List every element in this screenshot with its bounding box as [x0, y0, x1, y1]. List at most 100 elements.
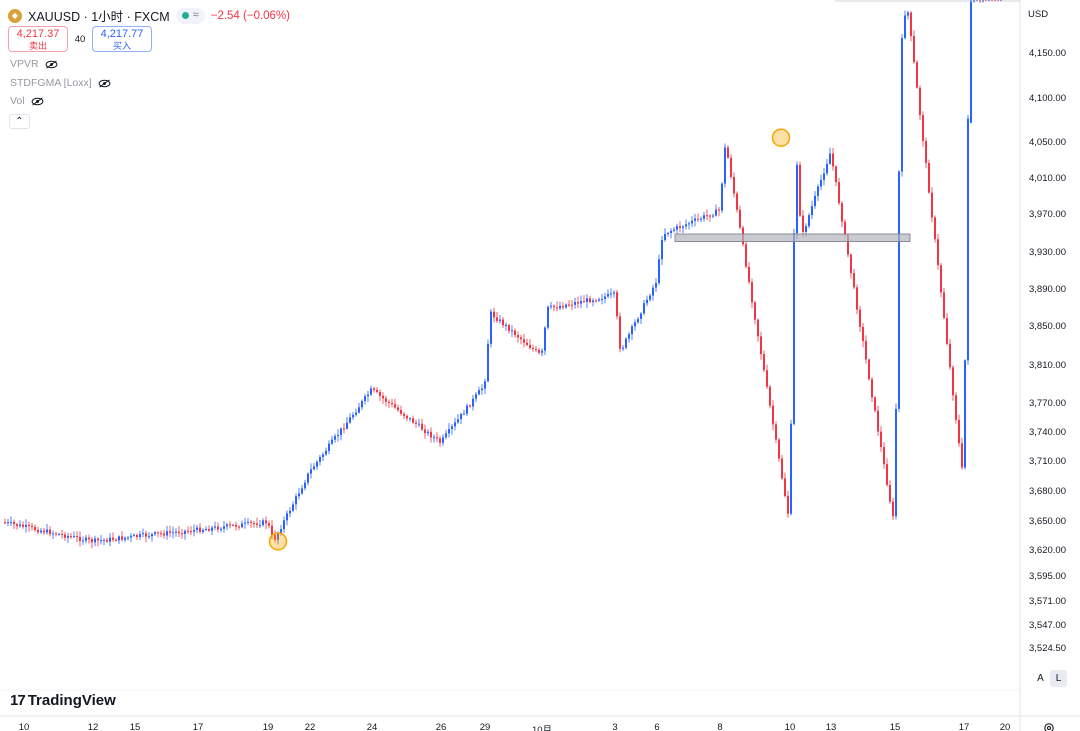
tradingview-logo[interactable]: 17 TradingView — [10, 692, 116, 709]
candle — [259, 520, 261, 529]
candle-body — [337, 435, 339, 437]
candle — [244, 517, 246, 529]
candle-body — [490, 311, 492, 344]
candle-body — [238, 526, 240, 528]
candle — [598, 297, 600, 303]
candle — [868, 358, 870, 381]
candle-body — [130, 535, 132, 538]
candle-body — [667, 233, 669, 235]
candle — [577, 296, 579, 309]
candle-body — [331, 439, 333, 444]
price-tick-label: 3,770.00 — [1029, 398, 1066, 409]
time-tick-label: 10 — [18, 722, 30, 731]
candle-body — [877, 410, 879, 432]
candle — [127, 536, 129, 541]
candle-body — [616, 292, 618, 317]
candle — [655, 278, 657, 293]
candle — [58, 532, 60, 536]
candle-body — [892, 501, 894, 517]
sell-button[interactable]: 4,217.37 卖出 — [8, 26, 68, 52]
candle-body — [328, 443, 330, 451]
candle-body — [760, 336, 762, 355]
trade-panel: 4,217.37 卖出 40 4,217.77 买入 — [8, 26, 152, 52]
candle — [145, 530, 147, 543]
candle-body — [415, 422, 417, 424]
candle-body — [793, 233, 795, 424]
eye-hidden-icon[interactable] — [45, 59, 58, 69]
candle — [862, 322, 864, 348]
indicator-vol[interactable]: Vol — [10, 95, 44, 107]
candle-body — [520, 337, 522, 340]
candle — [166, 525, 168, 540]
settings-gear-icon[interactable] — [1043, 722, 1055, 731]
candle — [778, 437, 780, 462]
candle-body — [340, 428, 342, 436]
candle — [781, 454, 783, 481]
market-open-dot-icon — [181, 12, 189, 19]
eye-hidden-icon[interactable] — [98, 78, 111, 88]
candle — [397, 404, 399, 413]
candle — [253, 520, 255, 528]
time-tick-label: 10 — [784, 722, 796, 731]
indicator-vpvr[interactable]: VPVR — [10, 58, 58, 70]
candle — [652, 284, 654, 301]
candle-body — [178, 531, 180, 534]
candle — [262, 518, 264, 527]
price-tick-label: 4,050.00 — [1029, 137, 1066, 148]
candle-body — [13, 521, 15, 525]
candle — [592, 298, 594, 307]
candle-body — [325, 450, 327, 455]
candle — [673, 227, 675, 233]
candle — [454, 417, 456, 431]
candle — [472, 394, 474, 411]
candle — [400, 405, 402, 416]
symbol-title[interactable]: XAUUSD · 1小时 · FXCM — [28, 10, 170, 24]
candle-body — [292, 504, 294, 511]
log-scale-button[interactable]: L — [1050, 670, 1067, 687]
time-tick-label: 17 — [958, 722, 970, 731]
candle — [424, 424, 426, 439]
candle-body — [514, 330, 516, 336]
candle-body — [880, 431, 882, 448]
candle — [115, 538, 117, 542]
candle — [139, 530, 141, 541]
candle-body — [832, 153, 834, 167]
indicator-stdfgma[interactable]: STDFGMA [Loxx] — [10, 77, 111, 89]
eye-hidden-icon[interactable] — [31, 96, 44, 106]
candle — [190, 526, 192, 536]
candle — [625, 337, 627, 350]
candle-body — [694, 218, 696, 221]
price-tick-label: 4,010.00 — [1029, 173, 1066, 184]
candle — [565, 303, 567, 309]
buy-button[interactable]: 4,217.77 买入 — [92, 26, 152, 52]
candle-body — [196, 527, 198, 530]
candle — [880, 426, 882, 452]
candle — [553, 304, 555, 312]
candle — [310, 463, 312, 479]
candle-body — [817, 186, 819, 196]
collapse-indicators-button[interactable]: ⌃ — [9, 114, 30, 129]
candle-body — [451, 426, 453, 430]
candle — [724, 143, 726, 188]
candle — [628, 331, 630, 343]
candle-body — [67, 536, 69, 538]
candle-body — [697, 218, 699, 220]
candle — [37, 526, 39, 535]
candle-body — [280, 529, 282, 534]
candle — [169, 525, 171, 538]
time-tick-label: 29 — [479, 722, 491, 731]
time-tick-label: 10月 — [531, 725, 553, 731]
candle — [100, 534, 102, 545]
market-status-badge[interactable]: ≈ — [175, 7, 205, 24]
candle — [790, 419, 792, 516]
currency-label[interactable]: USD — [1028, 9, 1049, 20]
candle-body — [556, 307, 558, 309]
candle — [970, 0, 972, 123]
candle-body — [193, 529, 195, 532]
candle — [118, 535, 120, 545]
candle — [412, 415, 414, 424]
candle-body — [679, 226, 681, 228]
candle — [922, 111, 924, 147]
auto-scale-button[interactable]: A — [1032, 670, 1049, 687]
